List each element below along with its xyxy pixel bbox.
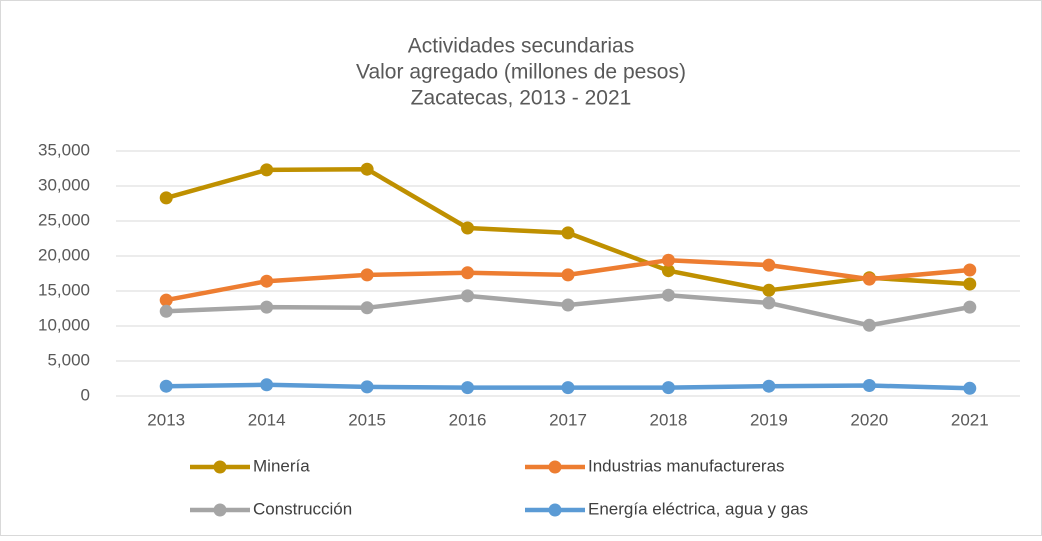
legend-marker (213, 460, 227, 474)
x-tick-label: 2021 (951, 410, 989, 429)
data-point (461, 381, 475, 395)
data-point (661, 264, 675, 278)
data-point (159, 304, 173, 318)
data-point (461, 266, 475, 280)
legend-label: Energía eléctrica, agua y gas (588, 499, 808, 518)
data-point (260, 274, 274, 288)
x-tick-label: 2016 (449, 410, 487, 429)
x-tick-label: 2014 (248, 410, 286, 429)
y-tick-label: 0 (81, 385, 90, 404)
data-point (461, 289, 475, 303)
data-point (762, 379, 776, 393)
x-tick-label: 2019 (750, 410, 788, 429)
data-point (260, 378, 274, 392)
data-point (661, 288, 675, 302)
data-point (862, 272, 876, 286)
data-point (159, 293, 173, 307)
data-point (561, 381, 575, 395)
chart-title: Valor agregado (millones de pesos) (356, 61, 686, 84)
chart-title: Actividades secundarias (408, 35, 634, 58)
data-point (561, 226, 575, 240)
legend-marker (548, 460, 562, 474)
legend-label: Construcción (253, 499, 352, 518)
y-tick-label: 5,000 (47, 350, 90, 369)
data-point (862, 379, 876, 392)
data-point (360, 162, 374, 176)
data-point (963, 277, 977, 291)
data-point (762, 258, 776, 272)
data-point (762, 283, 776, 297)
x-tick-label: 2018 (650, 410, 688, 429)
data-point (260, 163, 274, 177)
data-point (360, 380, 374, 394)
y-tick-label: 15,000 (38, 280, 90, 299)
data-point (862, 318, 876, 332)
data-point (561, 298, 575, 312)
legend-marker (213, 503, 227, 517)
data-point (260, 300, 274, 314)
data-point (963, 300, 977, 314)
y-tick-label: 35,000 (38, 140, 90, 159)
data-point (661, 381, 675, 395)
data-point (360, 268, 374, 282)
data-point (963, 263, 977, 277)
data-point (159, 191, 173, 205)
x-tick-label: 2020 (850, 410, 888, 429)
data-point (360, 301, 374, 315)
data-point (561, 268, 575, 282)
data-point (461, 221, 475, 235)
y-tick-label: 20,000 (38, 245, 90, 264)
data-point (762, 296, 776, 310)
x-tick-label: 2013 (147, 410, 185, 429)
data-point (159, 379, 173, 393)
x-tick-label: 2015 (348, 410, 386, 429)
chart-title: Zacatecas, 2013 - 2021 (411, 87, 632, 110)
legend-marker (548, 503, 562, 517)
legend-label: Industrias manufactureras (588, 456, 785, 475)
x-tick-label: 2017 (549, 410, 587, 429)
data-point (661, 253, 675, 267)
y-tick-label: 25,000 (38, 210, 90, 229)
data-point (963, 381, 977, 395)
y-tick-label: 10,000 (38, 315, 90, 334)
y-tick-label: 30,000 (38, 175, 90, 194)
legend-label: Minería (253, 456, 310, 475)
